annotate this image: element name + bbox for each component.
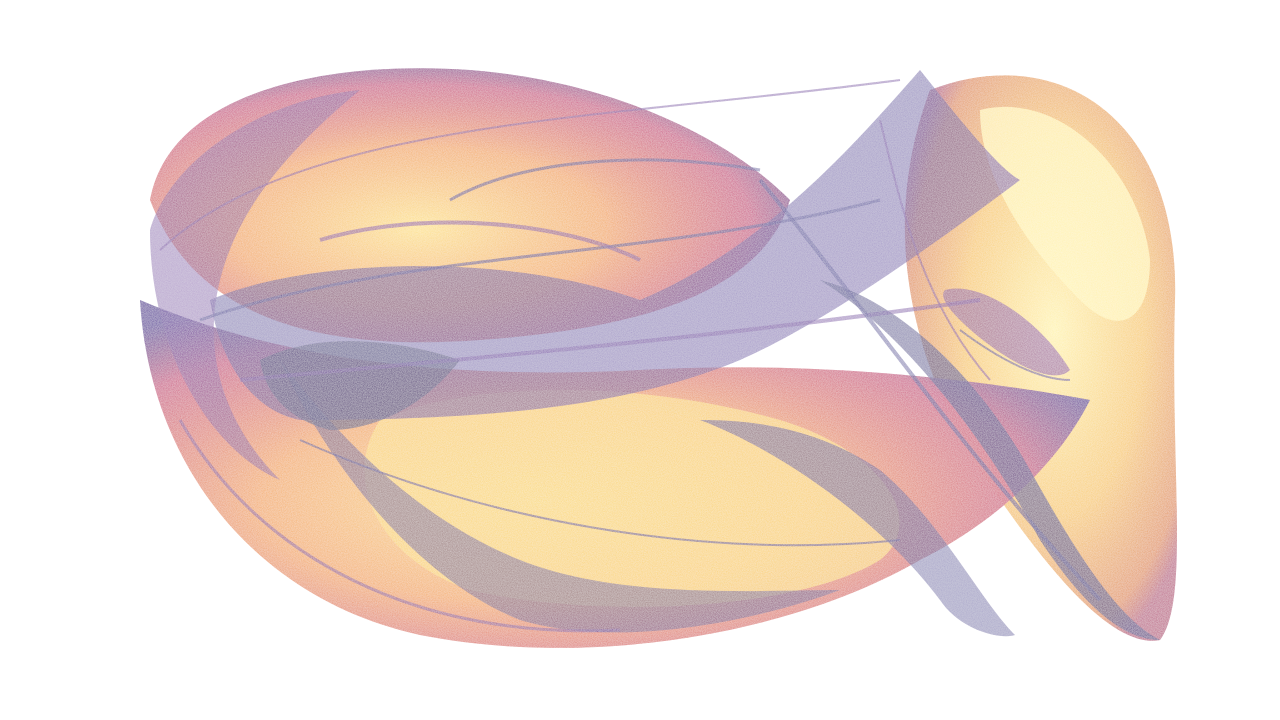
small-right-loop: [943, 288, 1070, 376]
flow-line-1: [199, 198, 881, 322]
blue-middle-tail: [700, 420, 1015, 637]
flow-line-2: [239, 298, 981, 382]
flow-line-7: [449, 158, 761, 202]
flow-line-6: [879, 119, 991, 381]
purple-left-swirl: [150, 90, 360, 480]
flow-line-3: [299, 439, 901, 547]
flow-line-0: [159, 79, 901, 251]
right-highlight: [980, 106, 1150, 321]
flow-line-8: [319, 220, 641, 262]
blue-ribbon-diagonal: [210, 70, 1020, 420]
top-left-lobe: [150, 68, 790, 343]
flow-line-4: [178, 419, 621, 633]
flow-line-5: [758, 178, 1102, 602]
flow-line-9: [959, 329, 1071, 381]
blue-lower-sweep: [280, 360, 840, 633]
blue-right-tail: [820, 280, 1160, 640]
